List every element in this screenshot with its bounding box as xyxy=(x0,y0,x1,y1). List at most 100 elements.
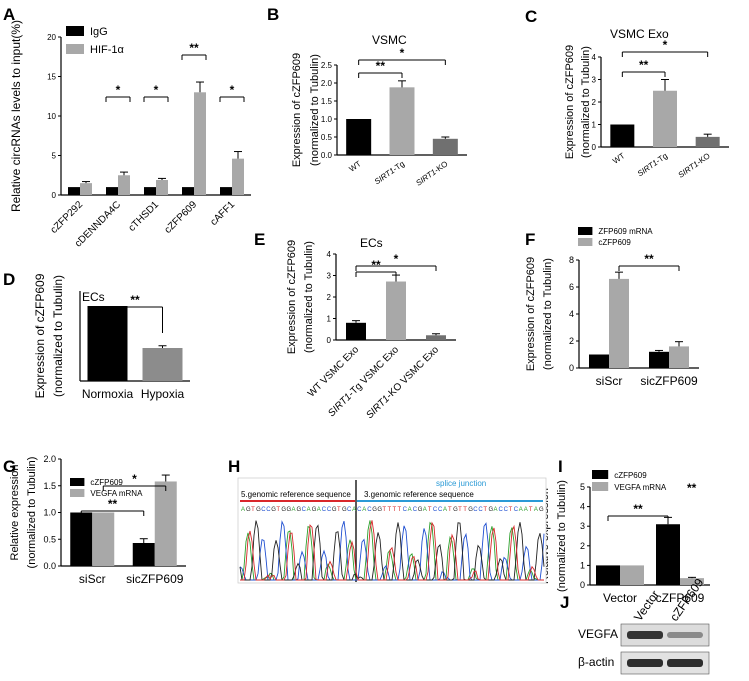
bar xyxy=(589,354,609,368)
legend-label: VEGFA mRNA xyxy=(614,483,667,492)
y-tick-label: 20 xyxy=(47,33,56,42)
y-tick-label: 2 xyxy=(580,541,585,551)
bar xyxy=(87,306,128,381)
y-tick-label: 2.0 xyxy=(321,79,333,88)
blot-strip-vegfa xyxy=(620,623,710,647)
significance-label: * xyxy=(400,46,405,60)
base-letter: A xyxy=(534,507,538,513)
y-axis-label: (normalized to Tubulin) xyxy=(51,275,65,397)
y-tick-label: 0.0 xyxy=(321,151,333,160)
base-letter: T xyxy=(529,507,533,513)
y-tick-label: 1 xyxy=(327,315,332,324)
chart-title: ECs xyxy=(360,236,383,250)
legend-swatch xyxy=(66,26,84,36)
trace-line xyxy=(240,520,544,581)
blot-row-actin: β-actin xyxy=(578,655,614,669)
base-letter: T xyxy=(276,507,280,513)
base-letter: A xyxy=(362,507,366,513)
bar xyxy=(680,578,704,585)
bar xyxy=(132,542,155,566)
y-tick-label: 0 xyxy=(327,336,332,345)
chart-c: 0 1 2 3 4 WT SIRT1-Tg SIRT1-KO Expression of cZF… xyxy=(564,27,729,180)
legend-swatch xyxy=(70,489,85,497)
base-letter: G xyxy=(281,507,286,513)
category-label: cTHSD1 xyxy=(127,199,162,234)
legend-label: cZFP609 xyxy=(598,238,631,247)
base-letter: C xyxy=(514,507,519,513)
legend-label: cZFP609 xyxy=(90,478,123,487)
y-tick-label: 1 xyxy=(580,560,585,570)
base-letter: T xyxy=(387,507,391,513)
bar xyxy=(432,138,458,155)
base-letter: G xyxy=(271,507,276,513)
panel-letter-f: F xyxy=(525,230,535,249)
legend-swatch xyxy=(578,227,593,235)
category-label: cZFP292 xyxy=(49,199,86,236)
chart-b: 0.0 0.5 1.0 1.5 2.0 2.5 WT SIRT1-Tg SIRT1-KO Expr… xyxy=(291,33,467,188)
y-tick-label: 1 xyxy=(592,121,597,130)
base-letter: T xyxy=(428,507,432,513)
blot-band-actin-vector xyxy=(627,659,663,667)
bar xyxy=(346,119,372,155)
bar xyxy=(220,187,232,195)
category-label: SIRT1-Tg VSMC Exo xyxy=(326,344,401,419)
base-letter: T xyxy=(483,507,487,513)
base-letter: C xyxy=(478,507,483,513)
bar xyxy=(80,183,92,195)
base-letter: A xyxy=(443,507,447,513)
base-letter: G xyxy=(453,507,458,513)
base-letter: C xyxy=(473,507,478,513)
legend-label: HIF-1α xyxy=(90,44,125,56)
base-letter: G xyxy=(312,507,317,513)
bar xyxy=(154,481,177,566)
y-tick-label: 2.0 xyxy=(43,454,56,464)
base-letter: C xyxy=(261,507,266,513)
y-axis-label: Expression of cZFP609 xyxy=(286,240,298,354)
bar xyxy=(106,187,118,195)
category-label: cZFP609 xyxy=(163,199,200,236)
base-letter: C xyxy=(266,507,271,513)
base-letter: T xyxy=(463,507,467,513)
bar xyxy=(68,187,80,195)
base-letter: G xyxy=(372,507,377,513)
category-label: sicZFP609 xyxy=(640,374,698,388)
base-letter: A xyxy=(524,507,528,513)
y-tick-label: 3 xyxy=(592,76,597,85)
y-tick-label: 3 xyxy=(327,272,332,281)
y-tick-label: 3 xyxy=(580,521,585,531)
base-letter: C xyxy=(499,507,504,513)
chart-title: ECs xyxy=(82,290,105,304)
base-letter: T xyxy=(458,507,462,513)
significance-label: * xyxy=(132,472,137,486)
bar xyxy=(144,187,156,195)
base-letter: C xyxy=(403,507,408,513)
legend-label: IgG xyxy=(90,26,108,38)
base-letter: T xyxy=(448,507,452,513)
trace-line xyxy=(239,520,545,581)
panel-letter-j: J xyxy=(560,593,569,612)
legend-label: cZFP609 xyxy=(614,471,647,480)
y-tick-label: 4 xyxy=(580,502,585,512)
base-letter: G xyxy=(377,507,382,513)
legend-significance: ** xyxy=(687,481,697,495)
bar xyxy=(92,512,115,566)
blot-strip-actin xyxy=(620,651,710,675)
western-blot: Vector cZFP609 VEGFA β-actin xyxy=(578,576,710,675)
category-label: cAFF1 xyxy=(209,199,238,228)
base-letter: T xyxy=(393,507,397,513)
bar xyxy=(669,346,689,368)
base-letter: G xyxy=(297,507,302,513)
bar xyxy=(346,322,366,340)
base-letter: C xyxy=(327,507,332,513)
significance-label: * xyxy=(116,83,121,97)
y-tick-label: 0.5 xyxy=(43,534,56,544)
y-tick-label: 15 xyxy=(47,73,56,82)
legend-label: ZFP609 mRNA xyxy=(598,227,653,236)
base-letter: T xyxy=(337,507,341,513)
base-letter: G xyxy=(342,507,347,513)
y-tick-label: 0 xyxy=(592,143,597,152)
category-label: WT xyxy=(347,159,362,174)
base-letter: C xyxy=(413,507,418,513)
category-label: SIRT1-KO xyxy=(677,151,712,179)
